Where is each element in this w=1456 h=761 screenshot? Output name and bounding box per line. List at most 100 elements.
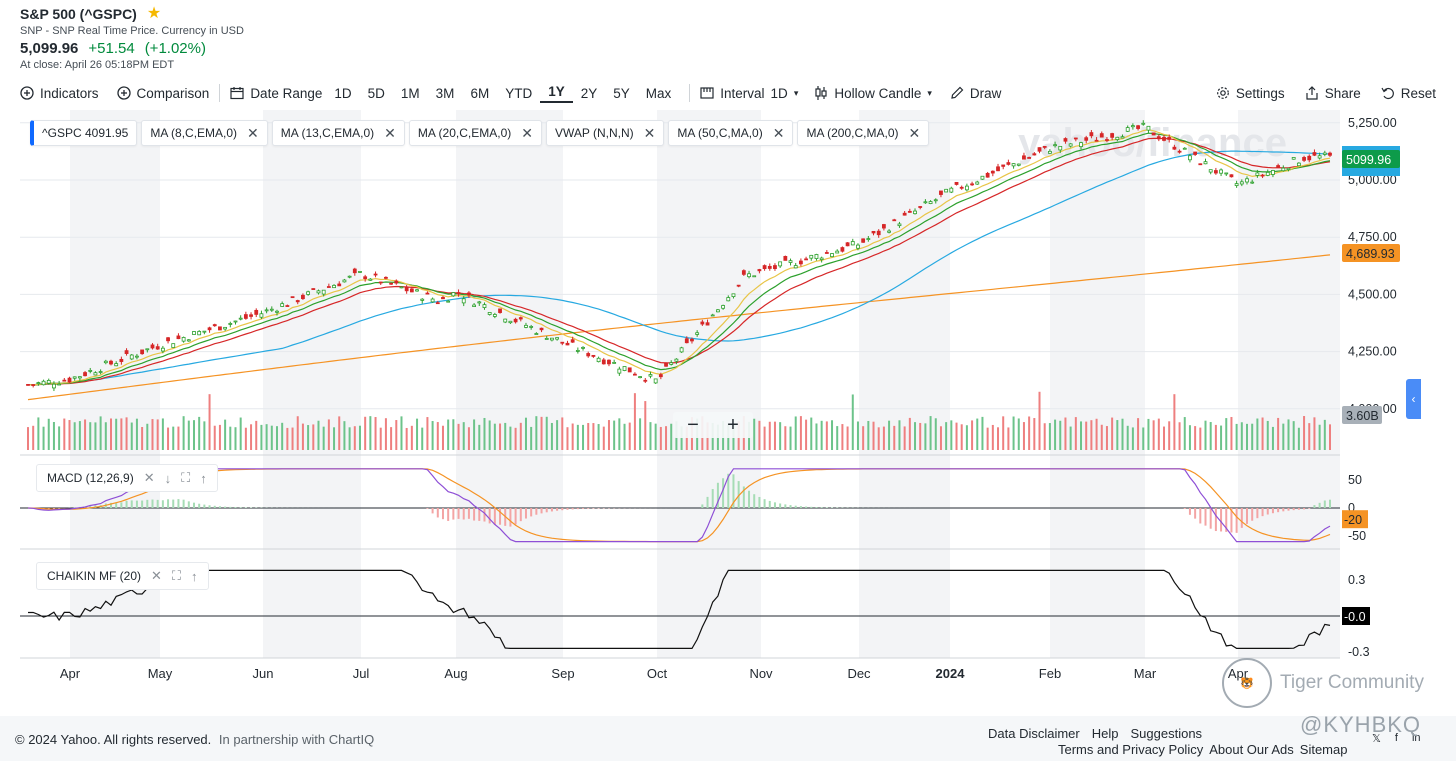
range-1d[interactable]: 1D	[334, 85, 352, 101]
close-icon[interactable]: ✕	[908, 124, 921, 141]
volume-bar	[441, 425, 444, 450]
comparison-button[interactable]: Comparison	[116, 86, 209, 101]
close-icon[interactable]: ✕	[643, 124, 656, 141]
price-chart[interactable]: yahoo/finance 5,250.00 5,000.00 4,750.00 4,…	[0, 0, 1456, 716]
range-max[interactable]: Max	[645, 85, 672, 101]
volume-bar	[187, 420, 190, 450]
volume-bar	[358, 425, 361, 450]
volume-bar	[753, 418, 756, 450]
link-sitemap[interactable]: Sitemap	[1299, 742, 1348, 757]
candle-body	[1322, 152, 1327, 155]
volume-bar	[566, 427, 569, 450]
link-terms-privacy[interactable]: Terms and Privacy Policy	[1058, 742, 1204, 757]
study-pill-ma200[interactable]: MA (200,C,MA,0) ✕	[797, 120, 930, 146]
range-3m[interactable]: 3M	[435, 85, 455, 101]
volume-bar	[125, 417, 128, 450]
link-suggestions[interactable]: Suggestions	[1130, 726, 1203, 741]
tiger-community-watermark: 🐯 Tiger Community	[1222, 658, 1424, 708]
expand-icon[interactable]: ⛶	[171, 568, 182, 583]
candle-body	[861, 238, 866, 243]
candle-body	[824, 252, 829, 254]
volume-bar	[224, 419, 227, 450]
candle-body	[456, 292, 461, 295]
study-pill-ma8[interactable]: MA (8,C,EMA,0) ✕	[141, 120, 268, 146]
interval-value: 1D	[770, 85, 788, 101]
study-pill-ma50[interactable]: MA (50,C,MA,0) ✕	[668, 120, 794, 146]
interval-button[interactable]: Interval 1D ▾	[700, 86, 798, 101]
candle-icon	[815, 86, 827, 100]
volume-bar	[1080, 421, 1083, 450]
range-5y[interactable]: 5Y	[613, 85, 630, 101]
indicators-button[interactable]: Indicators	[20, 86, 99, 101]
link-data-disclaimer[interactable]: Data Disclaimer	[988, 726, 1080, 741]
date-range-button[interactable]: Date Range	[230, 86, 322, 101]
range-ytd[interactable]: YTD	[505, 85, 533, 101]
chart-type-button[interactable]: Hollow Candle ▾	[814, 85, 932, 101]
study-pill-ma20[interactable]: MA (20,C,EMA,0) ✕	[408, 120, 542, 146]
candle-body	[1302, 157, 1306, 161]
volume-bar	[1178, 422, 1181, 450]
macd-histogram-bar	[794, 505, 797, 508]
candle-body	[384, 276, 388, 279]
study-pill-vwap[interactable]: VWAP (N,N,N) ✕	[545, 120, 665, 146]
x-twitter-icon[interactable]: 𝕏	[1372, 733, 1381, 745]
macd-histogram-bar	[701, 504, 704, 508]
volume-bar	[1292, 421, 1295, 450]
arrow-up-icon[interactable]: ↑	[191, 568, 198, 584]
macd-histogram-bar	[115, 502, 118, 508]
volume-bar	[597, 424, 600, 450]
chaikin-study-label[interactable]: CHAIKIN MF (20) ✕ ⛶ ↑	[36, 562, 209, 590]
candle-body	[767, 265, 772, 269]
candle-body	[721, 305, 725, 309]
zoom-out-button[interactable]: −	[687, 413, 699, 436]
close-icon[interactable]: ✕	[772, 124, 785, 141]
range-1y[interactable]: 1Y	[540, 84, 573, 103]
candle-body	[1286, 167, 1291, 171]
candle-body	[301, 294, 305, 300]
macd-study-label[interactable]: MACD (12,26,9) ✕ ↓ ⛶ ↑	[36, 464, 218, 492]
range-2y[interactable]: 2Y	[580, 85, 598, 101]
close-icon[interactable]: ✕	[247, 124, 259, 141]
macd-histogram-bar	[1308, 508, 1311, 509]
volume-bar	[530, 426, 533, 450]
interval-label: Interval	[720, 85, 765, 101]
volume-bar	[898, 420, 901, 450]
arrow-down-icon[interactable]: ↓	[164, 470, 172, 486]
side-panel-toggle[interactable]: ‹	[1406, 379, 1421, 419]
candle-body	[88, 369, 93, 372]
close-icon[interactable]: ✕	[521, 124, 533, 141]
draw-button[interactable]: Draw	[950, 86, 1001, 101]
macd-histogram-bar	[151, 499, 154, 508]
range-1m[interactable]: 1M	[400, 85, 420, 101]
link-help[interactable]: Help	[1091, 726, 1119, 741]
share-button[interactable]: Share	[1305, 86, 1361, 101]
range-6m[interactable]: 6M	[470, 85, 490, 101]
volume-bar	[592, 423, 595, 450]
candle-body	[1265, 171, 1270, 176]
study-pill-ma13[interactable]: MA (13,C,EMA,0) ✕	[271, 120, 405, 146]
settings-button[interactable]: Settings	[1216, 86, 1285, 101]
close-icon[interactable]: ✕	[151, 568, 162, 583]
range-5d[interactable]: 5D	[367, 85, 385, 101]
macd-histogram-bar	[758, 496, 761, 508]
arrow-up-icon[interactable]: ↑	[200, 470, 207, 486]
candle-body	[513, 318, 518, 323]
macd-histogram-bar	[244, 507, 247, 508]
link-about-ads[interactable]: About Our Ads	[1209, 742, 1294, 757]
linkedin-icon[interactable]: in	[1411, 732, 1421, 744]
zoom-in-button[interactable]: +	[727, 413, 739, 436]
macd-histogram-bar	[1282, 508, 1285, 512]
reset-button[interactable]: Reset	[1381, 86, 1436, 101]
macd-histogram-bar	[483, 508, 486, 522]
volume-bar	[1303, 416, 1306, 450]
expand-icon[interactable]: ⛶	[181, 470, 191, 485]
handle-watermark: @KYHBKQ	[1300, 712, 1422, 737]
candle-body	[119, 358, 124, 362]
close-icon[interactable]: ✕	[143, 470, 155, 485]
facebook-icon[interactable]: f	[1394, 732, 1398, 744]
star-icon[interactable]: ★	[146, 5, 162, 22]
symbol-pill[interactable]: ^GSPC 4091.95	[30, 120, 138, 146]
macd-histogram-bar	[488, 508, 491, 524]
volume-bar	[919, 422, 922, 450]
close-icon[interactable]: ✕	[384, 124, 396, 141]
